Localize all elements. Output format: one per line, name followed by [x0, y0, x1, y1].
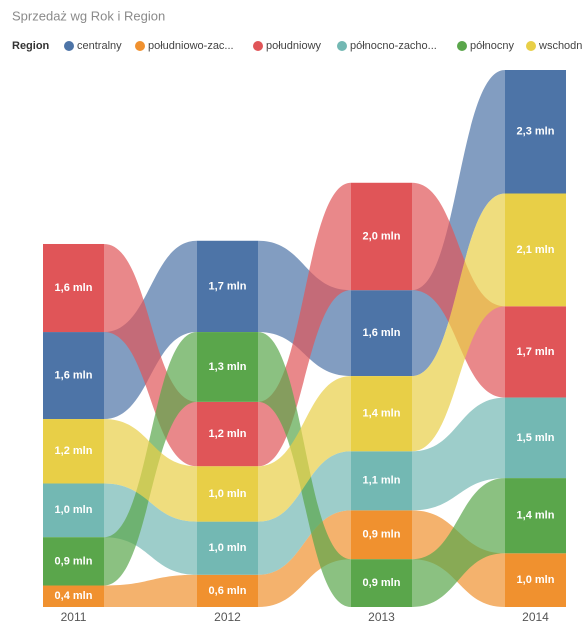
bar: [351, 510, 412, 560]
legend-swatch: [526, 41, 536, 51]
data-label: 1,0 mln: [55, 504, 93, 516]
legend-swatch: [64, 41, 74, 51]
bar: [505, 478, 566, 554]
bar: [505, 553, 566, 607]
legend-swatch: [253, 41, 263, 51]
data-label: 1,3 mln: [209, 361, 247, 373]
bar: [197, 240, 258, 333]
data-label: 0,9 mln: [363, 577, 401, 589]
data-label: 1,0 mln: [209, 488, 247, 500]
data-label: 1,6 mln: [55, 369, 93, 381]
ribbon: [104, 483, 197, 575]
legend-label: południowy: [266, 40, 322, 52]
legend-swatch: [457, 41, 467, 51]
bar: [197, 401, 258, 467]
bar: [351, 376, 412, 452]
legend-swatch: [337, 41, 347, 51]
data-label: 0,4 mln: [55, 590, 93, 602]
bar: [43, 243, 104, 333]
bar: [505, 193, 566, 307]
bar: [505, 70, 566, 194]
legend-label: północno-zacho...: [350, 40, 437, 52]
ribbon: [258, 376, 351, 522]
ribbon: [104, 574, 197, 607]
data-label: 1,2 mln: [55, 445, 93, 457]
data-label: 1,4 mln: [517, 510, 555, 522]
legend-label: północny: [470, 40, 515, 52]
ribbon: [258, 510, 351, 607]
ribbon: [104, 419, 197, 522]
bar: [505, 397, 566, 479]
data-label: 1,7 mln: [517, 346, 555, 358]
x-tick-label: 2013: [368, 610, 395, 624]
data-label: 0,9 mln: [55, 555, 93, 567]
data-label: 1,0 mln: [517, 574, 555, 586]
data-label: 1,1 mln: [363, 475, 401, 487]
x-tick-label: 2011: [61, 610, 87, 624]
bar: [351, 182, 412, 291]
data-label: 2,3 mln: [517, 126, 555, 138]
bar: [197, 521, 258, 575]
data-label: 0,6 mln: [209, 585, 247, 597]
bar: [197, 574, 258, 607]
bar: [197, 332, 258, 402]
ribbon: [412, 193, 505, 452]
data-label: 1,2 mln: [209, 428, 247, 440]
data-label: 1,4 mln: [363, 408, 401, 420]
legend-label: południowo-zac...: [148, 40, 234, 52]
ribbon: [412, 397, 505, 511]
bar: [351, 451, 412, 511]
bar: [197, 466, 258, 522]
bar: [351, 290, 412, 377]
bar: [43, 483, 104, 538]
legend-swatch: [135, 41, 145, 51]
data-label: 0,9 mln: [363, 529, 401, 541]
bar: [43, 537, 104, 586]
x-tick-label: 2012: [214, 610, 241, 624]
bar: [43, 585, 104, 607]
data-label: 1,5 mln: [517, 432, 555, 444]
legend-label: centralny: [77, 40, 122, 52]
legend-title: Region: [12, 40, 50, 52]
ribbon: [258, 451, 351, 575]
data-label: 1,7 mln: [209, 280, 247, 292]
bar: [43, 419, 104, 484]
bar: [505, 306, 566, 398]
data-label: 1,6 mln: [55, 282, 93, 294]
bar: [43, 332, 104, 420]
data-label: 1,0 mln: [209, 542, 247, 554]
data-label: 1,6 mln: [363, 327, 401, 339]
data-label: 2,0 mln: [363, 230, 401, 242]
bar: [351, 559, 412, 607]
legend-label: wschodni: [538, 40, 582, 52]
x-tick-label: 2014: [522, 610, 549, 624]
data-label: 2,1 mln: [517, 244, 555, 256]
chart-title: Sprzedaż wg Rok i Region: [12, 8, 165, 23]
ribbon: [412, 478, 505, 607]
